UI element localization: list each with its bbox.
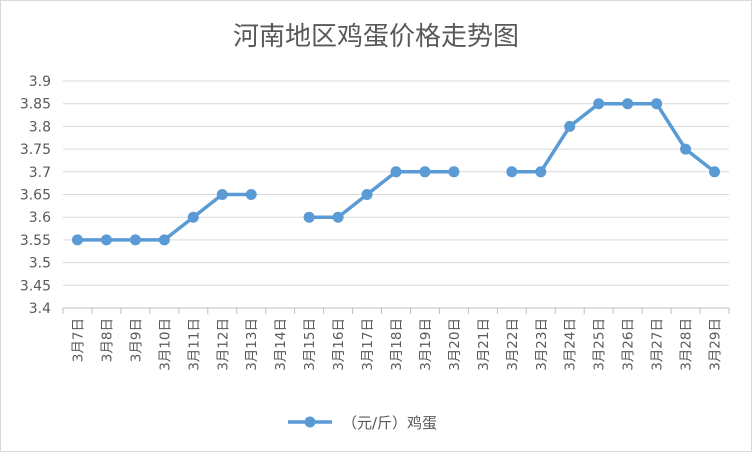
data-point [245, 189, 257, 200]
data-point [71, 234, 83, 246]
x-tick-label: 3月12日 [215, 318, 231, 371]
data-point [419, 166, 431, 178]
x-tick-label: 3月25日 [592, 318, 608, 371]
data-point [129, 234, 141, 246]
x-tick-label: 3月11日 [186, 318, 202, 371]
y-tick-label: 3.55 [20, 233, 51, 249]
x-tick-label: 3月7日 [70, 318, 86, 362]
y-tick-label: 3.85 [20, 97, 51, 113]
x-tick-label: 3月26日 [621, 318, 637, 371]
data-point [100, 234, 112, 246]
x-tick-label: 3月14日 [273, 318, 289, 371]
x-tick-label: 3月17日 [360, 318, 376, 371]
y-tick-label: 3.5 [29, 256, 51, 272]
data-point [216, 189, 228, 200]
legend-label: （元/斤）鸡蛋 [342, 414, 437, 432]
data-point [651, 98, 663, 110]
data-point [535, 166, 547, 178]
x-tick-label: 3月23日 [534, 318, 550, 371]
x-tick-label: 3月21日 [476, 318, 492, 371]
x-tick-label: 3月8日 [99, 318, 115, 362]
x-tick-label: 3月24日 [563, 318, 579, 371]
x-tick-label: 3月20日 [447, 318, 463, 371]
data-point [506, 166, 518, 178]
y-tick-label: 3.9 [29, 74, 51, 90]
legend-dot-marker [304, 416, 316, 428]
data-point [332, 211, 344, 223]
data-point [622, 98, 634, 110]
data-point [303, 211, 315, 223]
data-point [564, 120, 576, 132]
data-point [448, 166, 460, 178]
data-point [390, 166, 402, 178]
chart-title: 河南地区鸡蛋价格走势图 [233, 22, 519, 52]
x-tick-label: 3月22日 [505, 318, 521, 371]
data-point [709, 166, 721, 178]
x-tick-label: 3月18日 [389, 318, 405, 371]
gridlines [63, 80, 729, 309]
y-tick-label: 3.75 [20, 142, 51, 158]
x-tick-label: 3月9日 [128, 318, 144, 362]
x-tick-label: 3月28日 [679, 318, 695, 371]
data-point [680, 143, 692, 155]
data-point [593, 98, 605, 110]
x-tick-label: 3月10日 [157, 318, 173, 371]
y-axis-ticks: 3.4 3.45 3.5 3.55 3.6 3.65 3.7 3.75 3.8 3.85 3.9 [20, 74, 51, 317]
data-point [361, 189, 373, 200]
x-tick-label: 3月29日 [708, 318, 724, 371]
x-tick-label: 3月13日 [244, 318, 260, 371]
x-tick-label: 3月15日 [302, 318, 318, 371]
series-line [510, 101, 717, 174]
y-tick-label: 3.6 [29, 210, 51, 226]
y-tick-label: 3.7 [29, 165, 51, 181]
y-tick-label: 3.45 [20, 278, 51, 294]
x-tick-label: 3月27日 [650, 318, 666, 371]
x-tick-label: 3月19日 [418, 318, 434, 371]
y-tick-label: 3.65 [20, 188, 51, 204]
x-axis-ticks: 3月7日 3月8日 3月9日 3月10日 3月11日 3月12日 3月13日 3月14日 3月1… [70, 318, 723, 371]
data-point [187, 211, 199, 223]
x-axis [62, 307, 730, 314]
series-group [71, 98, 721, 246]
legend: （元/斤）鸡蛋 [288, 414, 437, 432]
y-tick-label: 3.4 [29, 301, 51, 317]
y-tick-label: 3.8 [29, 119, 51, 135]
data-point [158, 234, 170, 246]
x-tick-label: 3月16日 [331, 318, 347, 371]
